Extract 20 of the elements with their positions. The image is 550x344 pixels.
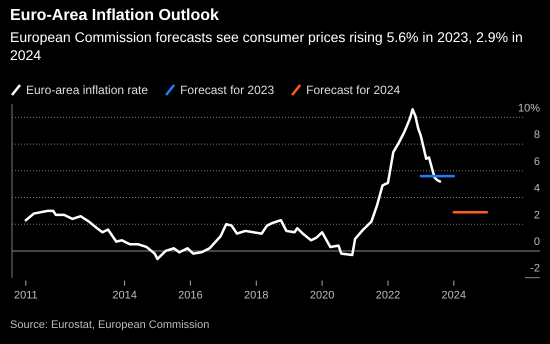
source-note: Source: Eurostat, European Commission (10, 319, 210, 331)
y-tick-label: 4 (534, 182, 540, 195)
y-tick-label: 0 (534, 236, 540, 248)
legend-label: Forecast for 2024 (306, 83, 401, 97)
x-tick-label: 2018 (244, 290, 269, 302)
x-tick-label: 2011 (14, 290, 38, 302)
y-tick-label: 2 (534, 209, 540, 222)
x-tick-label: 2016 (178, 290, 203, 302)
legend-label: Euro-area inflation rate (26, 83, 148, 97)
legend-label: Forecast for 2023 (180, 83, 274, 97)
y-tick-label: 6 (534, 156, 540, 168)
chart-title: Euro-Area Inflation Outlook (10, 7, 219, 24)
x-tick-label: 2014 (112, 290, 137, 302)
x-tick-label: 2024 (442, 290, 466, 302)
y-tick-label: 10% (518, 102, 540, 114)
x-tick-label: 2022 (376, 290, 400, 302)
chart-subtitle: European Commission forecasts see consumer prices rising 5.6% in 2023, 2.9% in 2024 (10, 29, 523, 63)
x-tick-label: 2020 (310, 290, 334, 302)
y-tick-label: -2 (530, 262, 540, 275)
y-tick-label: 8 (534, 129, 540, 142)
